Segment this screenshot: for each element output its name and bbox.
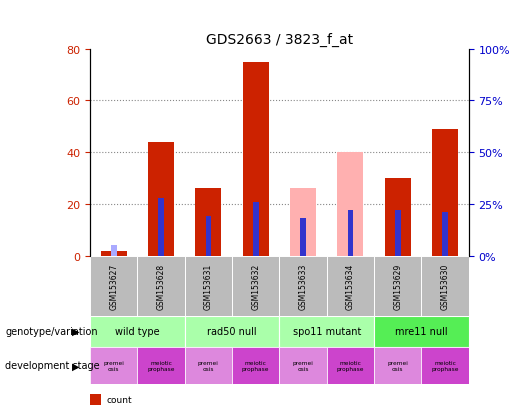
Text: premei
osis: premei osis	[387, 360, 408, 371]
Text: GSM153627: GSM153627	[109, 263, 118, 309]
Text: premei
osis: premei osis	[104, 360, 124, 371]
Bar	[253, 202, 259, 256]
Bar	[101, 251, 127, 256]
Bar	[280, 256, 327, 316]
Bar	[243, 62, 269, 256]
Bar	[421, 256, 469, 316]
Bar	[232, 256, 280, 316]
Bar	[138, 256, 185, 316]
Bar	[185, 256, 232, 316]
Text: meiotic
prophase: meiotic prophase	[242, 360, 269, 371]
Bar	[138, 347, 185, 384]
Bar	[395, 211, 401, 256]
Bar	[442, 213, 448, 256]
Bar	[374, 256, 421, 316]
Bar	[232, 347, 280, 384]
Bar	[300, 219, 306, 256]
Bar	[90, 347, 138, 384]
Text: GSM153632: GSM153632	[251, 263, 260, 309]
Text: GSM153630: GSM153630	[440, 263, 450, 309]
Bar	[185, 347, 232, 384]
Text: ▶: ▶	[72, 361, 80, 370]
Bar	[205, 217, 211, 256]
Bar	[185, 316, 280, 347]
Bar	[111, 246, 116, 256]
Bar	[432, 130, 458, 256]
Bar	[348, 211, 353, 256]
Bar	[280, 347, 327, 384]
Bar	[327, 347, 374, 384]
Text: genotype/variation: genotype/variation	[5, 326, 98, 337]
Bar	[374, 316, 469, 347]
Text: rad50 null: rad50 null	[207, 326, 257, 337]
Bar	[337, 153, 364, 256]
Bar	[90, 316, 185, 347]
Text: GSM153629: GSM153629	[393, 263, 402, 309]
Text: GSM153631: GSM153631	[204, 263, 213, 309]
Text: wild type: wild type	[115, 326, 160, 337]
Title: GDS2663 / 3823_f_at: GDS2663 / 3823_f_at	[206, 33, 353, 47]
Bar	[421, 347, 469, 384]
Text: spo11 mutant: spo11 mutant	[293, 326, 361, 337]
Bar	[158, 198, 164, 256]
Bar	[148, 142, 174, 256]
Text: meiotic
prophase: meiotic prophase	[337, 360, 364, 371]
Text: mre11 null: mre11 null	[395, 326, 448, 337]
Bar	[195, 189, 221, 256]
Bar	[385, 178, 410, 256]
Text: premei
osis: premei osis	[293, 360, 314, 371]
Text: meiotic
prophase: meiotic prophase	[431, 360, 459, 371]
Text: ▶: ▶	[72, 326, 80, 337]
Text: GSM153628: GSM153628	[157, 263, 166, 309]
Bar	[90, 256, 138, 316]
Bar	[374, 347, 421, 384]
Bar	[290, 189, 316, 256]
Bar	[280, 316, 374, 347]
Bar	[327, 256, 374, 316]
Text: meiotic
prophase: meiotic prophase	[147, 360, 175, 371]
Text: GSM153634: GSM153634	[346, 263, 355, 309]
Text: development stage: development stage	[5, 361, 100, 370]
Text: count: count	[107, 395, 132, 404]
Text: premei
osis: premei osis	[198, 360, 219, 371]
Text: GSM153633: GSM153633	[299, 263, 307, 309]
